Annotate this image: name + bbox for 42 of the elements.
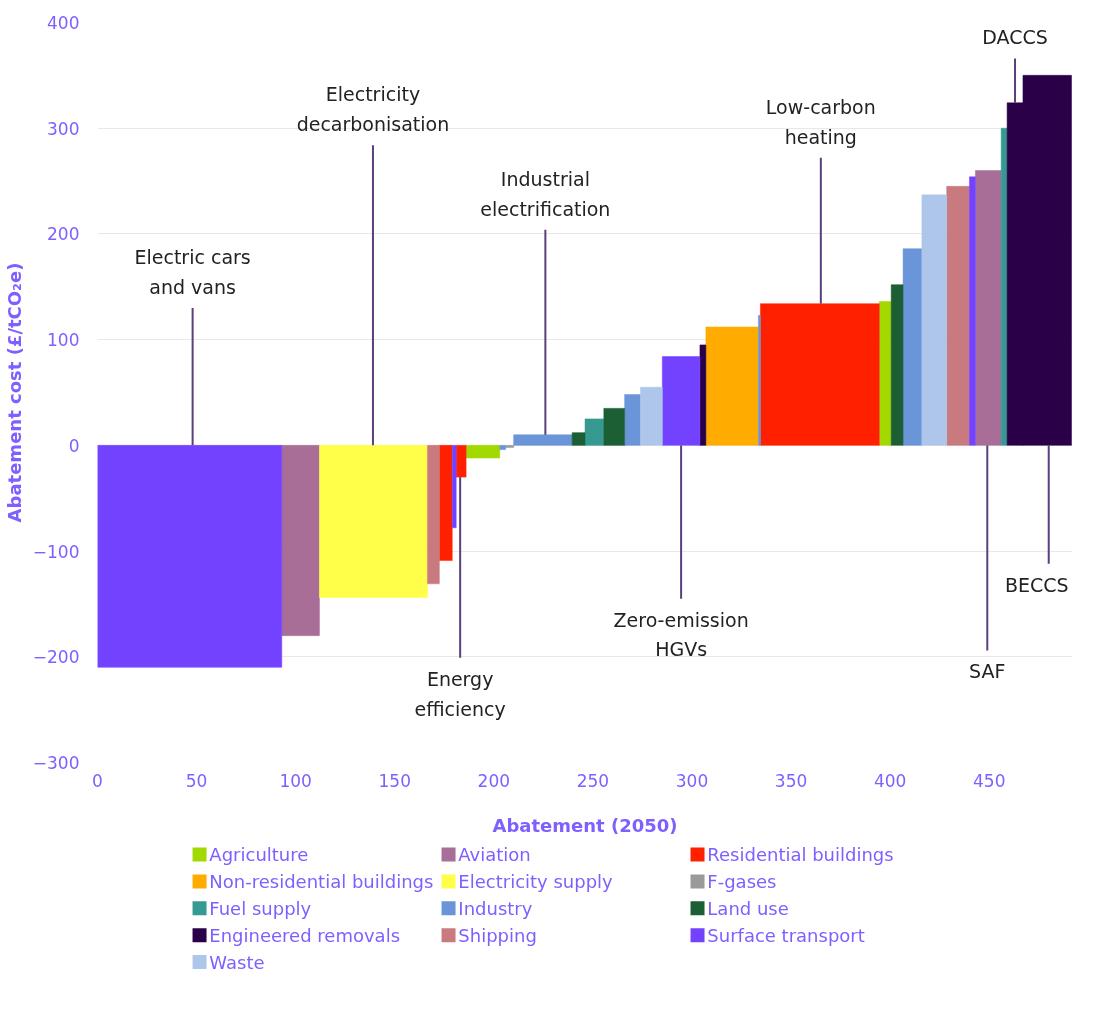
y-tick-label: −200 [32, 647, 80, 668]
y-tick-label: −100 [32, 541, 80, 562]
x-axis-title: Abatement (2050) [492, 814, 678, 836]
legend-label: Electricity supply [458, 870, 614, 892]
legend-label: Surface transport [707, 924, 865, 946]
y-tick-label: 0 [68, 435, 80, 456]
annotation: SAF [969, 660, 1006, 683]
annotation: Zero-emission HGVs [613, 608, 749, 661]
legend-label: Aviation [458, 844, 531, 866]
y-tick-label: 200 [47, 224, 80, 245]
legend-label: Fuel supply [209, 897, 312, 919]
annotation: Electricity decarbonisation [296, 83, 450, 136]
legend-label: Shipping [458, 924, 537, 946]
annotation: Electric cars and vans [134, 246, 251, 298]
annotation: Industrial electrification [480, 168, 611, 220]
annotation: Low-carbon heating [765, 96, 876, 148]
y-tick-label: −300 [32, 753, 80, 773]
annotation: BECCS [1004, 573, 1069, 596]
y-tick-label: 100 [47, 330, 80, 351]
legend-label: Waste [209, 951, 265, 973]
legend-label: Industry [458, 897, 533, 919]
x-tick-label: 0 [92, 770, 103, 791]
x-tick-label: 250 [576, 770, 610, 791]
x-tick-label: 150 [378, 770, 411, 791]
x-tick-label: 350 [774, 770, 808, 791]
legend-label: Non-residential buildings [209, 870, 434, 892]
x-tick-label: 50 [185, 770, 208, 791]
legend-label: Residential buildings [707, 844, 894, 866]
y-tick-label: 300 [47, 118, 80, 139]
x-tick-label: 450 [973, 770, 1006, 791]
legend-label: Engineered removals [209, 924, 401, 946]
legend-label: Land use [707, 897, 789, 919]
x-tick-label: 400 [873, 770, 907, 791]
x-tick-label: 100 [279, 770, 312, 791]
y-axis-title: Abatement cost (£/tCO₂e) [3, 262, 25, 523]
legend-label: F-gases [707, 870, 777, 892]
x-tick-label: 200 [477, 770, 511, 791]
y-tick-label: 400 [47, 13, 80, 33]
legend-label: Agriculture [209, 844, 309, 866]
annotation: DACCS [982, 26, 1048, 49]
annotation: Energy efficiency [414, 667, 506, 720]
x-tick-label: 300 [675, 770, 709, 791]
